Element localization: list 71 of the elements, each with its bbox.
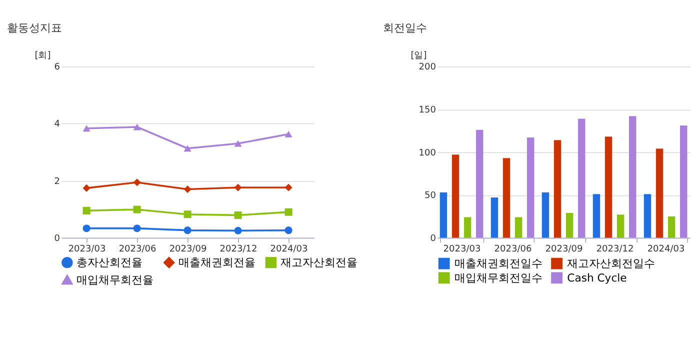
legend-label: Cash Cycle — [567, 271, 628, 284]
legend-label: 매출채권회전일수 — [454, 257, 542, 270]
bar — [566, 212, 574, 238]
x-tick-label: 2023/12 — [596, 244, 634, 255]
point — [133, 206, 141, 214]
x-tick-label: 2023/03 — [443, 244, 481, 255]
point — [133, 178, 141, 186]
x-tick-label: 2023/06 — [118, 244, 156, 255]
bar — [656, 148, 664, 238]
point — [133, 224, 141, 232]
bar — [490, 198, 498, 238]
legend-label: 총자산회전율 — [76, 256, 143, 270]
y-tick-label: 2 — [54, 176, 60, 187]
point — [284, 226, 292, 234]
point — [133, 124, 141, 130]
y-tick-label: 200 — [418, 62, 436, 73]
x-tick-label: 2023/12 — [220, 244, 258, 255]
bar — [452, 154, 460, 238]
x-tick-label: 2023/03 — [68, 244, 106, 255]
point — [82, 184, 90, 192]
legend-label: 매출채권회전율 — [178, 256, 256, 270]
y-tick-label: 0 — [54, 234, 60, 244]
y-axis-title: [일] — [410, 50, 427, 61]
y-tick-label: 50 — [424, 191, 436, 202]
point — [234, 184, 242, 192]
bar — [578, 118, 586, 238]
point — [284, 184, 292, 192]
bar — [604, 136, 612, 238]
bar — [440, 192, 448, 238]
point — [284, 208, 292, 216]
y-tick-label: 100 — [418, 148, 436, 158]
legend-label: 매입채무회전율 — [76, 273, 154, 286]
bar — [542, 192, 550, 238]
bar — [616, 214, 624, 238]
point — [234, 140, 242, 147]
bar — [668, 216, 676, 238]
bar — [554, 140, 562, 238]
point — [184, 145, 192, 152]
point — [82, 224, 90, 232]
point — [82, 125, 90, 132]
bar — [476, 130, 484, 238]
bar — [527, 138, 534, 238]
bar — [592, 194, 600, 238]
y-tick-label: 6 — [54, 62, 60, 73]
y-tick-label: 4 — [54, 120, 60, 130]
legend-label: 매입채무회전일수 — [454, 271, 542, 284]
bar — [680, 126, 688, 238]
x-tick-label: 2024/03 — [647, 244, 685, 255]
x-tick-label: 2023/06 — [494, 244, 532, 255]
bar — [629, 116, 636, 238]
point — [82, 206, 90, 214]
x-tick-label: 2024/03 — [270, 244, 308, 255]
bar — [514, 217, 522, 238]
point — [184, 226, 192, 234]
bar — [502, 158, 510, 238]
legend-label: 재고자산회전일수 — [567, 257, 656, 270]
point — [234, 211, 242, 219]
point — [284, 130, 292, 138]
bar — [464, 217, 472, 238]
point — [184, 210, 192, 218]
bar — [644, 194, 652, 238]
y-axis-title: [회] — [34, 50, 51, 61]
chart-title: 회전일수 — [383, 21, 428, 34]
point — [234, 226, 242, 234]
y-tick-label: 150 — [418, 105, 436, 116]
point — [184, 185, 192, 193]
x-tick-label: 2023/09 — [169, 244, 207, 255]
chart-title: 활동성지표 — [7, 21, 62, 34]
legend-label: 재고자산회전율 — [280, 256, 358, 270]
x-tick-label: 2023/09 — [545, 244, 583, 255]
y-tick-label: 0 — [430, 234, 436, 244]
